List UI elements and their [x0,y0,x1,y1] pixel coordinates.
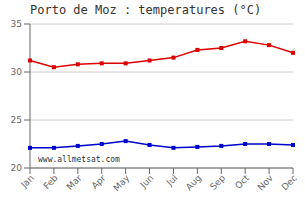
svg-text:Jul: Jul [164,173,179,188]
svg-text:Oct: Oct [233,173,251,191]
svg-text:Jun: Jun [138,173,156,191]
svg-text:Jan: Jan [18,173,36,191]
svg-text:25: 25 [11,115,22,125]
svg-text:Nov: Nov [256,172,276,192]
svg-text:Apr: Apr [90,173,108,191]
svg-text:Dec: Dec [280,173,297,192]
svg-text:30: 30 [11,67,23,77]
html-text:Porto de Moz : temperatures (°: Porto de Moz : temperatures (°C) [30,3,262,17]
html-text:www.allmetsat.com: www.allmetsat.com [38,155,120,164]
svg-text:20: 20 [11,163,23,173]
svg-text:Feb: Feb [42,173,61,192]
svg-text:May: May [111,172,132,193]
svg-text:35: 35 [11,19,22,29]
svg-text:Mar: Mar [65,173,84,192]
svg-text:Sep: Sep [208,173,227,192]
svg-text:Aug: Aug [184,173,204,193]
